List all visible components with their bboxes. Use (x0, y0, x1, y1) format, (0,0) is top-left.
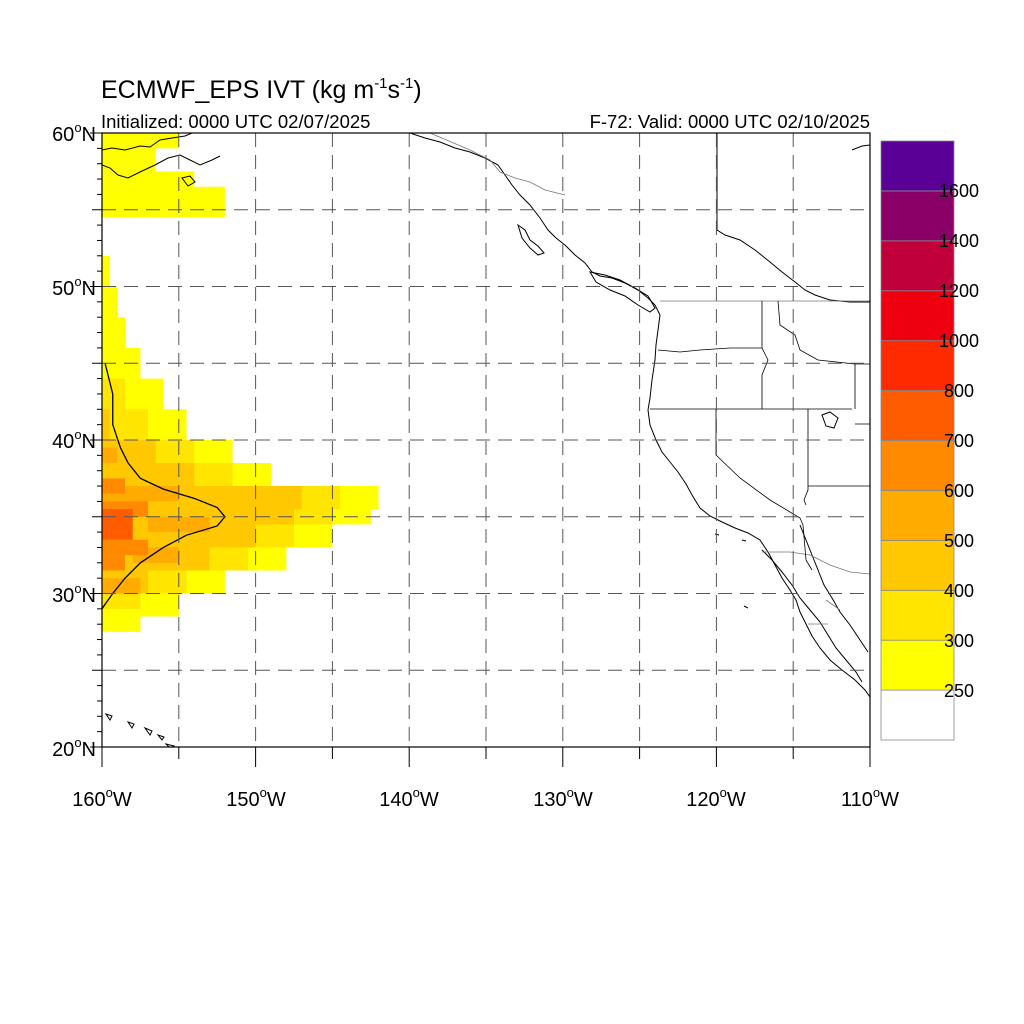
idaho-montana-border (777, 300, 856, 409)
subtitle-valid: F-72: Valid: 0000 UTC 02/10/2025 (590, 111, 870, 132)
colorbar-segment (880, 240, 955, 292)
axis-ticks (90, 132, 871, 767)
us-west-coast (647, 314, 870, 698)
wyoming-border (855, 363, 870, 425)
colorbar-label-800: 800 (944, 381, 974, 401)
ivt-contour (102, 363, 226, 610)
ivt-cell-700 (102, 509, 133, 525)
mexico-gulf-coast (808, 599, 841, 625)
bc-coast (409, 133, 661, 316)
colorbar-label-300: 300 (944, 631, 974, 651)
lon-label-120: 120oW (686, 785, 746, 811)
title-unit-s: s (388, 76, 401, 104)
alaska-coast (102, 133, 221, 187)
arizona-border (802, 524, 813, 571)
ivt-plume (102, 133, 379, 648)
colorbar (880, 140, 955, 741)
colorbar-segment (880, 539, 955, 591)
hawaii-islands (104, 713, 176, 747)
hudson-coast (851, 144, 870, 151)
subtitle-initialized: Initialized: 0000 UTC 02/07/2025 (101, 111, 370, 132)
colorbar-segment (880, 689, 955, 741)
colorbar-segment (880, 639, 955, 691)
coastlines (102, 133, 870, 747)
lon-label-140: 140oW (379, 785, 439, 811)
colorbar-label-400: 400 (944, 581, 974, 601)
colorbar-label-700: 700 (944, 431, 974, 451)
colorbar-segment (880, 290, 955, 342)
graticule (102, 133, 870, 747)
colorbar-segment (880, 440, 955, 491)
title-unit-exponent-1: -1 (374, 75, 387, 92)
colorbar-label-250: 250 (944, 681, 974, 701)
bc-alaska-border (429, 133, 566, 196)
colorbar-label-1400: 1400 (939, 231, 979, 251)
ivt-cell-700 (102, 524, 133, 540)
ivt-cell-600 (102, 478, 126, 494)
lat-label-30: 30oN (52, 581, 96, 607)
lat-label-20: 20oN (52, 735, 96, 761)
title-text: ECMWF_EPS IVT (kg m (101, 76, 374, 104)
title-unit-exponent-2: -1 (400, 75, 413, 92)
vancouver-island (588, 271, 656, 313)
title-close: ) (413, 76, 421, 104)
washington-oregon-border (657, 347, 762, 353)
colorbar-label-500: 500 (944, 531, 974, 551)
baja-peninsula (761, 524, 869, 683)
political-borders (429, 133, 870, 625)
us-mexico-border (762, 551, 870, 575)
colorbar-label-1200: 1200 (939, 281, 979, 301)
lat-label-60: 60oN (52, 120, 96, 146)
ivt-cell-500 (102, 447, 118, 464)
lon-label-150: 150oW (226, 785, 286, 811)
ivt-cell-500 (148, 516, 210, 533)
ivt-cell-500 (102, 578, 141, 594)
great-salt-lake (821, 411, 839, 429)
lat-label-50: 50oN (52, 274, 96, 300)
colorbar-labels: 250 300 400 500 600 700 800 1000 1200 14… (939, 181, 979, 701)
colorbar-label-600: 600 (944, 481, 974, 501)
channel-islands (714, 533, 749, 609)
haida-gwaii (517, 223, 545, 256)
colorbar-label-1000: 1000 (939, 331, 979, 351)
ivt-cell-600 (102, 555, 126, 571)
colorbar-segment (880, 190, 955, 242)
lon-label-110: 110oW (841, 785, 899, 811)
colorbar-label-1600: 1600 (939, 181, 979, 201)
ivt-cell-600 (102, 539, 149, 556)
lon-label-130: 130oW (533, 785, 593, 811)
idaho-west-border (761, 301, 769, 409)
ivt-shade-250-north (102, 133, 225, 218)
lon-label-160: 160oW (72, 785, 132, 811)
colorbar-segment (880, 589, 955, 641)
california-nevada-border (715, 409, 804, 526)
map-title: ECMWF_EPS IVT (kg m-1s-1) (101, 75, 422, 104)
colorbar-segment (880, 140, 955, 192)
alaska-panhandle (716, 133, 870, 303)
nevada-utah-border (803, 409, 809, 506)
lat-label-40: 40oN (52, 427, 96, 453)
